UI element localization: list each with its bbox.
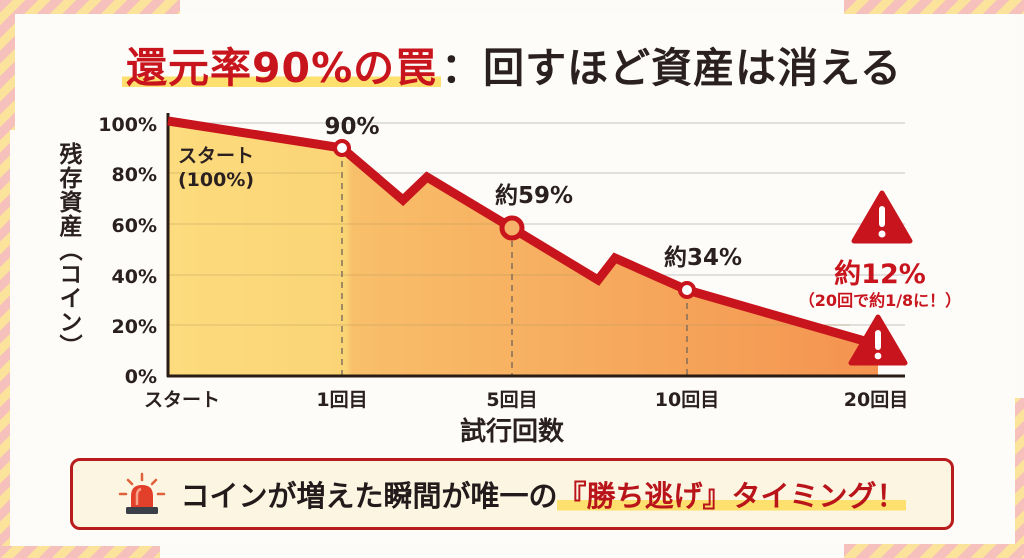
- tip-banner: コインが増えた瞬間が唯一の『勝ち逃げ』タイミング！: [70, 458, 954, 530]
- svg-text:約34%: 約34%: [664, 244, 742, 271]
- svg-text:60%: 60%: [112, 215, 157, 237]
- svg-text:0%: 0%: [125, 366, 157, 388]
- svg-text:スタート: スタート: [144, 389, 220, 411]
- dashed-guides: [341, 150, 688, 376]
- title-highlight: 還元率90%の罠: [122, 44, 442, 92]
- marker-5: [499, 215, 525, 241]
- area-fill: [168, 121, 878, 376]
- x-tick-labels: スタート 1回目 5回目 10回目 20回目: [144, 389, 908, 411]
- svg-text:20%: 20%: [112, 316, 157, 338]
- svg-text:90%: 90%: [324, 114, 379, 140]
- svg-text:（20回で約1/8に！）: （20回で約1/8に！）: [799, 291, 961, 310]
- marker-10: [678, 281, 696, 299]
- decorative-stripe: [0, 546, 160, 558]
- banner-text-highlight: 『勝ち逃げ』: [557, 479, 732, 513]
- page-title: 還元率90%の罠：回すほど資産は消える: [0, 34, 1024, 94]
- svg-text:約12%: 約12%: [834, 258, 926, 290]
- title-separator: ：: [441, 44, 484, 92]
- point-annotations: スタート (100%) 90% 約59% 約34% 約12% （20回で約1/8…: [178, 114, 961, 310]
- svg-text:10回目: 10回目: [655, 389, 719, 411]
- decorative-stripe: [844, 544, 1024, 558]
- y-tick-labels: 100% 80% 60% 40% 20% 0%: [98, 114, 157, 388]
- svg-text:40%: 40%: [112, 266, 157, 288]
- decorative-stripe: [0, 0, 10, 558]
- marker-1: [333, 139, 351, 157]
- svg-text:約59%: 約59%: [495, 182, 573, 209]
- decorative-stripe: [844, 0, 1024, 14]
- title-rest: 回すほど資産は消える: [483, 44, 902, 92]
- banner-message: コインが増えた瞬間が唯一の『勝ち逃げ』タイミング！: [180, 473, 906, 515]
- x-axis-title: 試行回数: [460, 416, 565, 447]
- svg-text:20回目: 20回目: [844, 389, 908, 411]
- warning-icon: [848, 314, 908, 366]
- svg-text:80%: 80%: [112, 164, 157, 186]
- svg-text:5回目: 5回目: [486, 389, 537, 411]
- svg-text:(100%): (100%): [178, 169, 254, 191]
- warning-icon: [851, 190, 913, 244]
- banner-text-after: タイミング！: [731, 479, 906, 513]
- y-axis-title: 残存資産（コイン）: [55, 142, 81, 358]
- siren-icon: [119, 472, 166, 514]
- svg-text:100%: 100%: [98, 114, 157, 136]
- banner-text-before: コインが増えた瞬間が唯一の: [180, 479, 558, 513]
- svg-text:1回目: 1回目: [316, 389, 367, 411]
- gridlines-over-fill: [168, 172, 850, 326]
- svg-text:スタート: スタート: [178, 145, 254, 167]
